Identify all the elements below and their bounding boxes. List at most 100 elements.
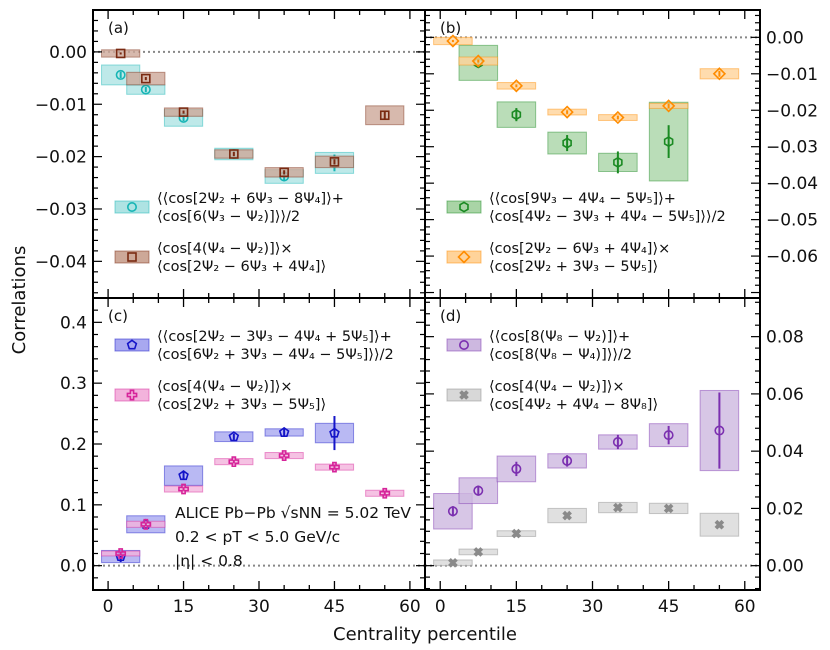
legend-marker (127, 202, 138, 213)
series-1 (433, 501, 740, 568)
data-point (115, 48, 126, 59)
data-point (115, 69, 126, 80)
legend-marker (457, 250, 471, 264)
y-tick-label: 0.4 (60, 313, 87, 333)
y-tick-label: −0.04 (766, 174, 818, 194)
legend-label: ⟨cos[4(Ψ₄ − Ψ₂)]⟩× (489, 379, 625, 395)
y-tick-label: 0.04 (766, 442, 804, 462)
panel-label: (d) (440, 307, 461, 325)
data-point (473, 547, 484, 557)
legend-label: ⟨cos[8(Ψ₈ − Ψ₄)]⟩⟩/2 (489, 347, 632, 363)
data-point (278, 450, 290, 461)
y-tick-label: 0.00 (766, 557, 804, 577)
y-tick-label: 0.2 (60, 435, 87, 455)
y-tick-label: −0.03 (766, 138, 818, 158)
data-point (228, 431, 240, 442)
data-point (560, 105, 574, 119)
annotation-line-2: 0.2 < pT < 5.0 GeV/c (175, 528, 340, 546)
y-tick-label: 0.0 (60, 557, 87, 577)
y-tick-label: 0.3 (60, 374, 87, 394)
panel-2: 0.0 0.1 0.2 0.3 0.4 0 15 30 45 60 (c) ⟨⟨cos[2Ψ₂ − 3… (60, 297, 426, 617)
y-tick-label: 0.00 (766, 28, 804, 48)
legend-label: ⟨cos[2Ψ₂ + 3Ψ₃ − 5Ψ₅]⟩ (157, 397, 326, 413)
data-point (714, 425, 725, 436)
legend-entry: ⟨⟨cos[2Ψ₂ − 3Ψ₃ − 4Ψ₄ + 5Ψ₅]⟩+ ⟨cos[6Ψ₂ +… (114, 329, 394, 363)
y-tick-label: 0.08 (766, 328, 804, 348)
data-point (663, 503, 674, 514)
x-tick-label: 30 (248, 597, 270, 617)
data-point (511, 463, 522, 474)
data-point (178, 470, 189, 481)
data-point (613, 502, 623, 513)
data-point (509, 79, 523, 93)
x-tick-label: 0 (435, 597, 446, 617)
legend-swatch (446, 338, 482, 352)
legend-label: ⟨cos[4(Ψ₄ − Ψ₂)]⟩× (157, 379, 293, 395)
data-point (329, 461, 340, 473)
y-tick-label: −0.06 (766, 247, 818, 267)
x-tick-label: 45 (658, 597, 680, 617)
legend-label: ⟨⟨cos[9Ψ₃ − 4Ψ₄ − 5Ψ₅]⟩+ (489, 191, 676, 207)
panel-label: (c) (108, 307, 128, 325)
legend-entry: ⟨⟨cos[8(Ψ₈ − Ψ₂)]⟩+ ⟨cos[8(Ψ₈ − Ψ₄)]⟩⟩/2 (446, 329, 632, 363)
legend-label: ⟨cos[4Ψ₂ − 3Ψ₃ + 4Ψ₄ − 5Ψ₅]⟩⟩/2 (489, 209, 726, 225)
data-point (228, 456, 240, 468)
legend-marker (126, 339, 138, 350)
data-point (178, 107, 189, 117)
y-tick-label: 0.1 (60, 496, 87, 516)
legend-marker (126, 389, 138, 401)
legend-swatch (446, 200, 482, 214)
y-tick-label: 0.02 (766, 499, 804, 519)
y-tick-label: −0.04 (35, 252, 87, 272)
legend-label: ⟨cos[2Ψ₂ + 3Ψ₃ − 5Ψ₅]⟩ (489, 259, 658, 275)
data-point (562, 137, 572, 149)
data-point (446, 34, 460, 48)
data-point (379, 487, 391, 499)
y-tick-label: −0.01 (35, 95, 87, 115)
sys-box (496, 101, 537, 128)
x-tick-label: 30 (582, 597, 604, 617)
legend-entry: ⟨cos[4(Ψ₄ − Ψ₂)]⟩× ⟨cos[4Ψ₂ + 4Ψ₄ − 8Ψ₈]⟩ (446, 379, 658, 413)
legend-label: ⟨cos[4(Ψ₄ − Ψ₂)]⟩× (157, 241, 293, 257)
series-1 (433, 34, 740, 125)
panel-1: 0.00 −0.01 −0.02 −0.03 −0.04 −0.05 −0.06 (b) ⟨⟨c… (424, 9, 818, 299)
y-tick-label: −0.02 (35, 148, 87, 168)
y-tick-label: −0.02 (766, 101, 818, 121)
legend-marker (459, 390, 469, 400)
legend-marker (458, 339, 469, 350)
data-point (178, 483, 189, 495)
data-point (140, 84, 151, 95)
y-axis-title: Correlations (9, 246, 30, 355)
data-point (511, 109, 522, 121)
y-tick-label: −0.01 (766, 65, 818, 85)
legend-label: ⟨cos[4Ψ₂ + 4Ψ₄ − 8Ψ₈]⟩ (489, 397, 658, 413)
y-tick-label: −0.03 (35, 200, 87, 220)
legend-label: ⟨cos[6(Ψ₃ − Ψ₂)]⟩⟩/2 (157, 209, 300, 225)
x-tick-label: 15 (173, 597, 195, 617)
series-1 (101, 450, 405, 559)
panel-0: 0.00 −0.01 −0.02 −0.03 −0.04 (a) ⟨⟨cos[2Ψ₂ + 6… (35, 9, 426, 299)
legend-entry: ⟨⟨cos[9Ψ₃ − 4Ψ₄ − 5Ψ₅]⟩+ ⟨cos[4Ψ₂ − 3Ψ₃ +… (446, 191, 726, 225)
data-point (379, 110, 390, 121)
panels-layer: 0.00−0.01−0.02−0.03−0.04(a)⟨⟨cos[2Ψ₂ + 6… (35, 9, 818, 617)
annotation-line-3: |η| < 0.8 (175, 552, 243, 570)
data-point (611, 110, 625, 125)
data-point (511, 528, 522, 539)
data-point (140, 518, 152, 530)
experiment-annotation: ALICE Pb−Pb √sNN = 5.02 TeV 0.2 < pT < 5… (175, 504, 411, 570)
legend-label: ⟨⟨cos[2Ψ₂ + 6Ψ₃ − 8Ψ₄]⟩+ (157, 191, 344, 207)
data-point (229, 149, 239, 159)
legend-entry: ⟨cos[2Ψ₂ − 6Ψ₃ + 4Ψ₄]⟩× ⟨cos[2Ψ₂ + 3Ψ₃ − … (446, 241, 670, 275)
x-axis-title: Centrality percentile (333, 624, 517, 645)
data-point (471, 54, 485, 68)
data-point (714, 519, 725, 530)
data-point (447, 506, 458, 517)
data-point (712, 67, 727, 81)
legend-marker (127, 252, 137, 262)
legend-entry: ⟨⟨cos[2Ψ₂ + 6Ψ₃ − 8Ψ₄]⟩+ ⟨cos[6(Ψ₃ − Ψ₂)]… (114, 191, 344, 225)
series-0 (433, 389, 740, 530)
y-tick-label: 0.06 (766, 385, 804, 405)
x-tick-label: 45 (324, 597, 346, 617)
legend-swatch (114, 250, 150, 264)
y-tick-label: 0.00 (49, 43, 87, 63)
